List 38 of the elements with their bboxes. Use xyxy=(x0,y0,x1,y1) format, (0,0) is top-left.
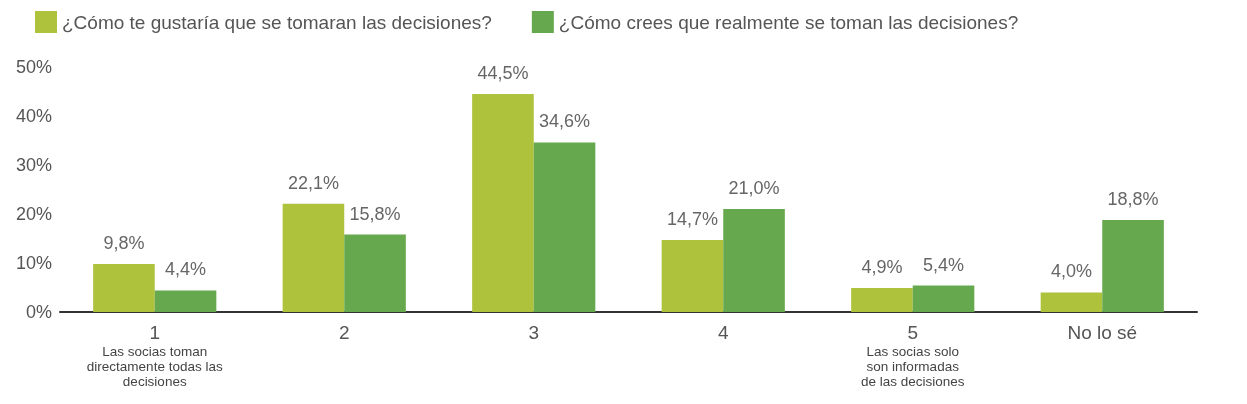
legend-label: ¿Cómo crees que realmente se toman las decisiones? xyxy=(558,11,1019,33)
data-label: 34,6% xyxy=(539,111,591,132)
x-tick-label: 2 xyxy=(338,321,350,343)
bar xyxy=(533,142,596,312)
data-label: 21,0% xyxy=(728,178,780,199)
data-label: 18,8% xyxy=(1107,188,1159,209)
y-tick-label: 30% xyxy=(15,155,52,175)
data-label: 14,7% xyxy=(666,208,718,229)
bar xyxy=(93,263,155,312)
bar xyxy=(912,285,975,312)
bar xyxy=(154,290,217,312)
data-label: 22,1% xyxy=(287,172,339,193)
x-tick-label: 5 Las socias solo son informadas de las decisiones xyxy=(860,321,965,389)
x-tick-label: 3 xyxy=(528,321,540,343)
data-label: 9,8% xyxy=(103,232,145,253)
bar xyxy=(344,234,406,312)
bar xyxy=(282,203,345,312)
data-label: 15,8% xyxy=(349,203,401,224)
legend-label: ¿Cómo te gustaría que se tomaran las decisiones? xyxy=(62,11,492,33)
x-tick-label: 4 xyxy=(717,321,729,343)
data-label: 4,4% xyxy=(165,259,207,280)
y-tick-label: 40% xyxy=(15,106,52,126)
x-tick-label: No lo sé xyxy=(1067,321,1138,343)
y-tick-label: 50% xyxy=(15,57,52,77)
bar xyxy=(1040,292,1103,312)
bar xyxy=(661,239,724,312)
data-label: 44,5% xyxy=(477,62,529,83)
data-label: 4,0% xyxy=(1050,261,1092,282)
bar xyxy=(851,287,913,312)
bar xyxy=(472,93,534,312)
y-tick-label: 10% xyxy=(15,253,52,273)
data-label: 4,9% xyxy=(861,256,903,277)
y-tick-label: 20% xyxy=(15,204,52,224)
y-tick-label: 0% xyxy=(25,302,52,322)
x-tick-label: 1 Las socias toman directamente todas las decisiones xyxy=(86,321,223,389)
data-label: 5,4% xyxy=(923,254,965,275)
bar xyxy=(1102,219,1164,312)
bar xyxy=(723,209,785,312)
